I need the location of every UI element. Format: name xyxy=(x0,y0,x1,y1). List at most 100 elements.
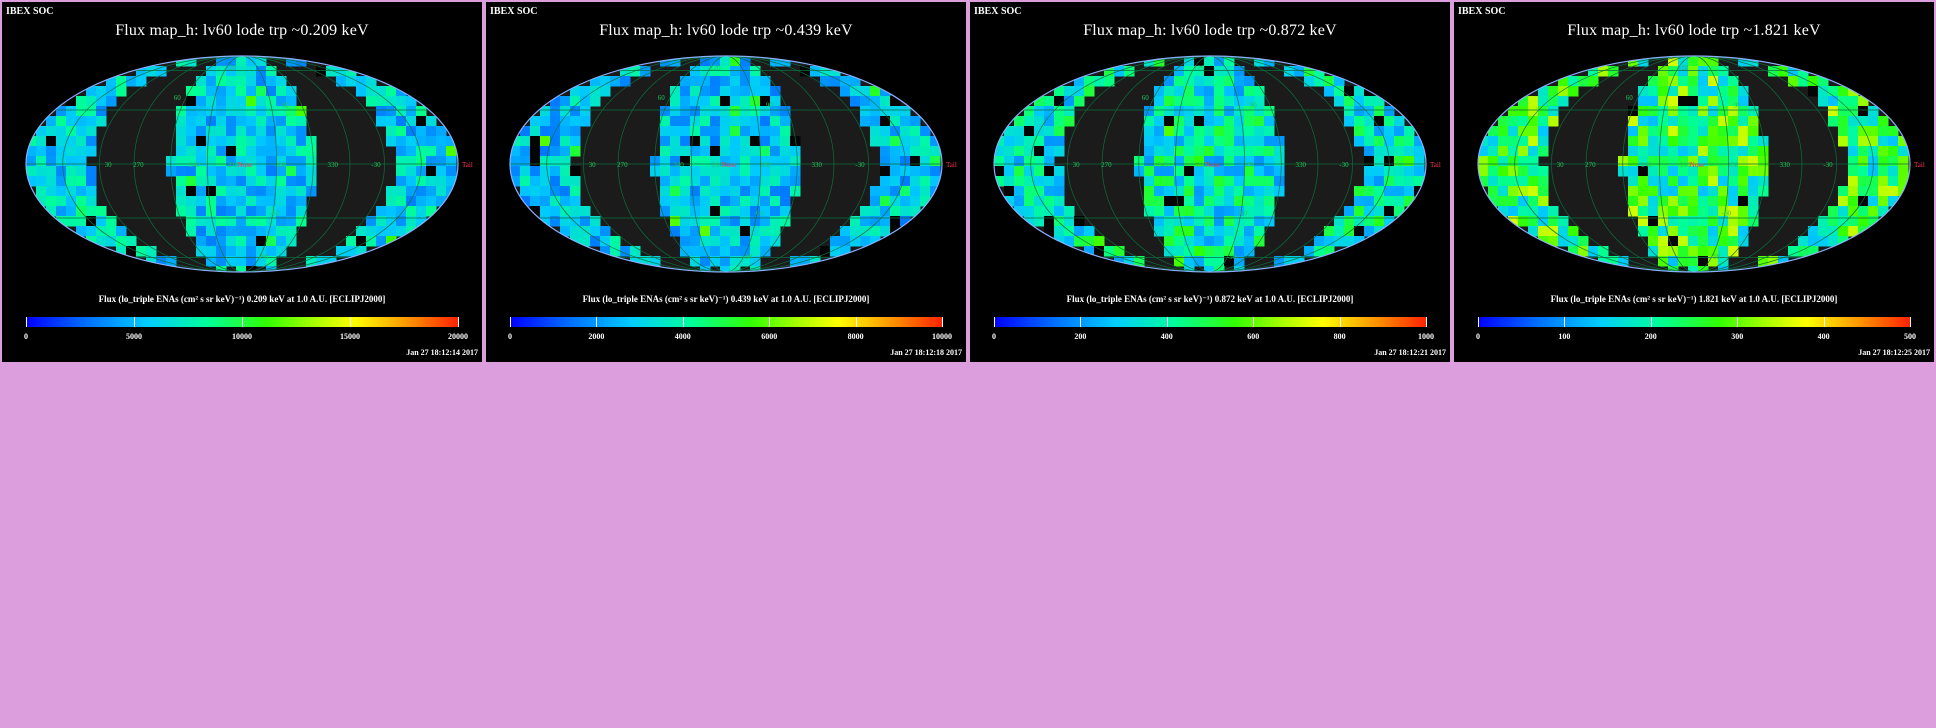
colorbar-tickmark xyxy=(1478,317,1479,327)
colorbar-tickmark xyxy=(350,317,351,327)
grid-label: 270 xyxy=(617,161,628,169)
grid-label: 90 xyxy=(1734,102,1742,110)
map-title: Flux map_h: lv60 lode trp ~0.872 keV xyxy=(1083,22,1337,39)
timestamp: Jan 27 18:12:21 2017 xyxy=(1374,348,1446,357)
sky-map-panel: 330 180 210 240 270 -30 30 90 -60 -90 60 120 Nose Tai… xyxy=(970,2,1450,362)
grid-label: -30 xyxy=(1823,161,1833,169)
grid-label: 180 xyxy=(276,161,287,169)
colorbar-tickmark xyxy=(1166,317,1168,327)
grid-label: 30 xyxy=(1557,161,1565,169)
grid-label: 30 xyxy=(1073,161,1081,169)
colorbar-tickmark xyxy=(242,317,243,327)
grid-label: 330 xyxy=(1779,161,1790,169)
colorbar-tick-label: 10000 xyxy=(232,332,252,341)
colorbar-tickmark xyxy=(1339,317,1341,327)
grid-label: -60 xyxy=(754,210,764,218)
grid-label: 210 xyxy=(228,161,239,169)
soc-label: IBEX SOC xyxy=(1458,6,1506,17)
grid-label: 270 xyxy=(133,161,144,169)
colorbar-tick-label: 0 xyxy=(508,332,512,341)
sky-map: 330 180 210 240 270 -30 30 90 -60 -90 60 120 Nose Tai… xyxy=(993,55,1441,273)
grid-label: 240 xyxy=(1157,161,1168,169)
grid-label: 240 xyxy=(673,161,684,169)
grid-label: 240 xyxy=(189,161,200,169)
grid-label: 210 xyxy=(1680,161,1691,169)
colorbar-label: Flux (lo_triple ENAs (cm² s sr keV)⁻¹) 0… xyxy=(98,294,386,304)
sky-map: 330 180 210 240 270 -30 30 90 -60 -90 60 120 Nose Tai… xyxy=(1477,55,1925,273)
colorbar-tickmark xyxy=(1080,317,1082,327)
sky-map: 330 180 210 240 270 -30 30 90 -60 -90 60 120 Nose Tai… xyxy=(509,55,957,273)
sky-map: 330 180 210 240 270 -30 30 90 -60 -90 60 120 Nose Tai… xyxy=(25,55,473,273)
grid-label: 60 xyxy=(658,94,666,102)
colorbar-tick-label: 400 xyxy=(1817,332,1830,341)
nose-marker: Nose xyxy=(1690,161,1704,169)
colorbar-tickmark xyxy=(458,317,459,327)
timestamp: Jan 27 18:12:25 2017 xyxy=(1858,348,1930,357)
soc-label: IBEX SOC xyxy=(974,6,1022,17)
colorbar-tick-label: 0 xyxy=(24,332,28,341)
grid-label: 90 xyxy=(1250,102,1258,110)
grid-label: 180 xyxy=(1728,161,1739,169)
colorbar xyxy=(1478,317,1910,327)
grid-label: -90 xyxy=(1711,253,1721,261)
tail-marker: Tail xyxy=(946,161,957,169)
tail-marker: Tail xyxy=(462,161,473,169)
grid-label: -90 xyxy=(743,253,753,261)
colorbar-tick-label: 20000 xyxy=(448,332,468,341)
grid-label: 90 xyxy=(766,102,774,110)
colorbar-tick-label: 8000 xyxy=(847,332,864,341)
timestamp: Jan 27 18:12:18 2017 xyxy=(890,348,962,357)
colorbar-tickmark xyxy=(1253,317,1255,327)
colorbar-tick-label: 2000 xyxy=(588,332,605,341)
grid-label: 270 xyxy=(1585,161,1596,169)
grid-label: 210 xyxy=(1196,161,1207,169)
colorbar-tick-label: 10000 xyxy=(932,332,952,341)
tail-marker: Tail xyxy=(1914,161,1925,169)
colorbar-tick-label: 5000 xyxy=(126,332,142,341)
sky-map-panel: 330 180 210 240 270 -30 30 90 -60 -90 60 120 Nose Tai… xyxy=(2,2,482,362)
grid-label: 120 xyxy=(1678,64,1689,72)
colorbar xyxy=(510,317,942,327)
colorbar-tick-label: 0 xyxy=(992,332,996,341)
colorbar-tickmark xyxy=(942,317,943,327)
colorbar-tick-label: 300 xyxy=(1731,332,1744,341)
map-title: Flux map_h: lv60 lode trp ~1.821 keV xyxy=(1567,22,1821,39)
grid-label: 60 xyxy=(1626,94,1634,102)
colorbar-tickmark xyxy=(134,317,135,327)
colorbar-tick-label: 400 xyxy=(1160,332,1173,341)
colorbar-tick-label: 500 xyxy=(1904,332,1916,341)
grid-label: 270 xyxy=(1101,161,1112,169)
colorbar-tickmark xyxy=(994,317,995,327)
grid-label: 120 xyxy=(226,64,237,72)
colorbar-tick-label: 6000 xyxy=(761,332,778,341)
timestamp: Jan 27 18:12:14 2017 xyxy=(406,348,478,357)
colorbar-tickmark xyxy=(682,317,684,327)
nose-marker: Nose xyxy=(722,161,736,169)
grid-label: 330 xyxy=(1295,161,1306,169)
colorbar-tickmark xyxy=(1910,317,1911,327)
grid-label: 60 xyxy=(1142,94,1150,102)
sky-map-panel: 330 180 210 240 270 -30 30 90 -60 -90 60 120 Nose Tai… xyxy=(1454,2,1934,362)
soc-label: IBEX SOC xyxy=(490,6,538,17)
map-title: Flux map_h: lv60 lode trp ~0.209 keV xyxy=(115,22,369,39)
grid-label: 180 xyxy=(1244,161,1255,169)
grid-label: 60 xyxy=(174,94,182,102)
grid-label: -60 xyxy=(270,210,280,218)
panels-row: 330 180 210 240 270 -30 30 90 -60 -90 60 120 Nose Tai… xyxy=(2,2,1934,362)
colorbar-tick-label: 600 xyxy=(1247,332,1260,341)
grid-label: 120 xyxy=(1194,64,1205,72)
grid-label: 90 xyxy=(282,102,290,110)
colorbar-tickmark xyxy=(855,317,857,327)
colorbar-tick-label: 800 xyxy=(1333,332,1346,341)
colorbar-tick-label: 200 xyxy=(1074,332,1087,341)
colorbar-tickmark xyxy=(510,317,511,327)
nose-marker: Nose xyxy=(1206,161,1220,169)
colorbar-tickmark xyxy=(596,317,598,327)
colorbar-label: Flux (lo_triple ENAs (cm² s sr keV)⁻¹) 0… xyxy=(1066,294,1354,304)
colorbar-tick-label: 4000 xyxy=(674,332,691,341)
colorbar-tick-label: 100 xyxy=(1558,332,1571,341)
grid-label: -90 xyxy=(1227,253,1237,261)
grid-label: -90 xyxy=(259,253,269,261)
colorbar-tickmark xyxy=(1823,317,1825,327)
grid-label: -30 xyxy=(371,161,381,169)
